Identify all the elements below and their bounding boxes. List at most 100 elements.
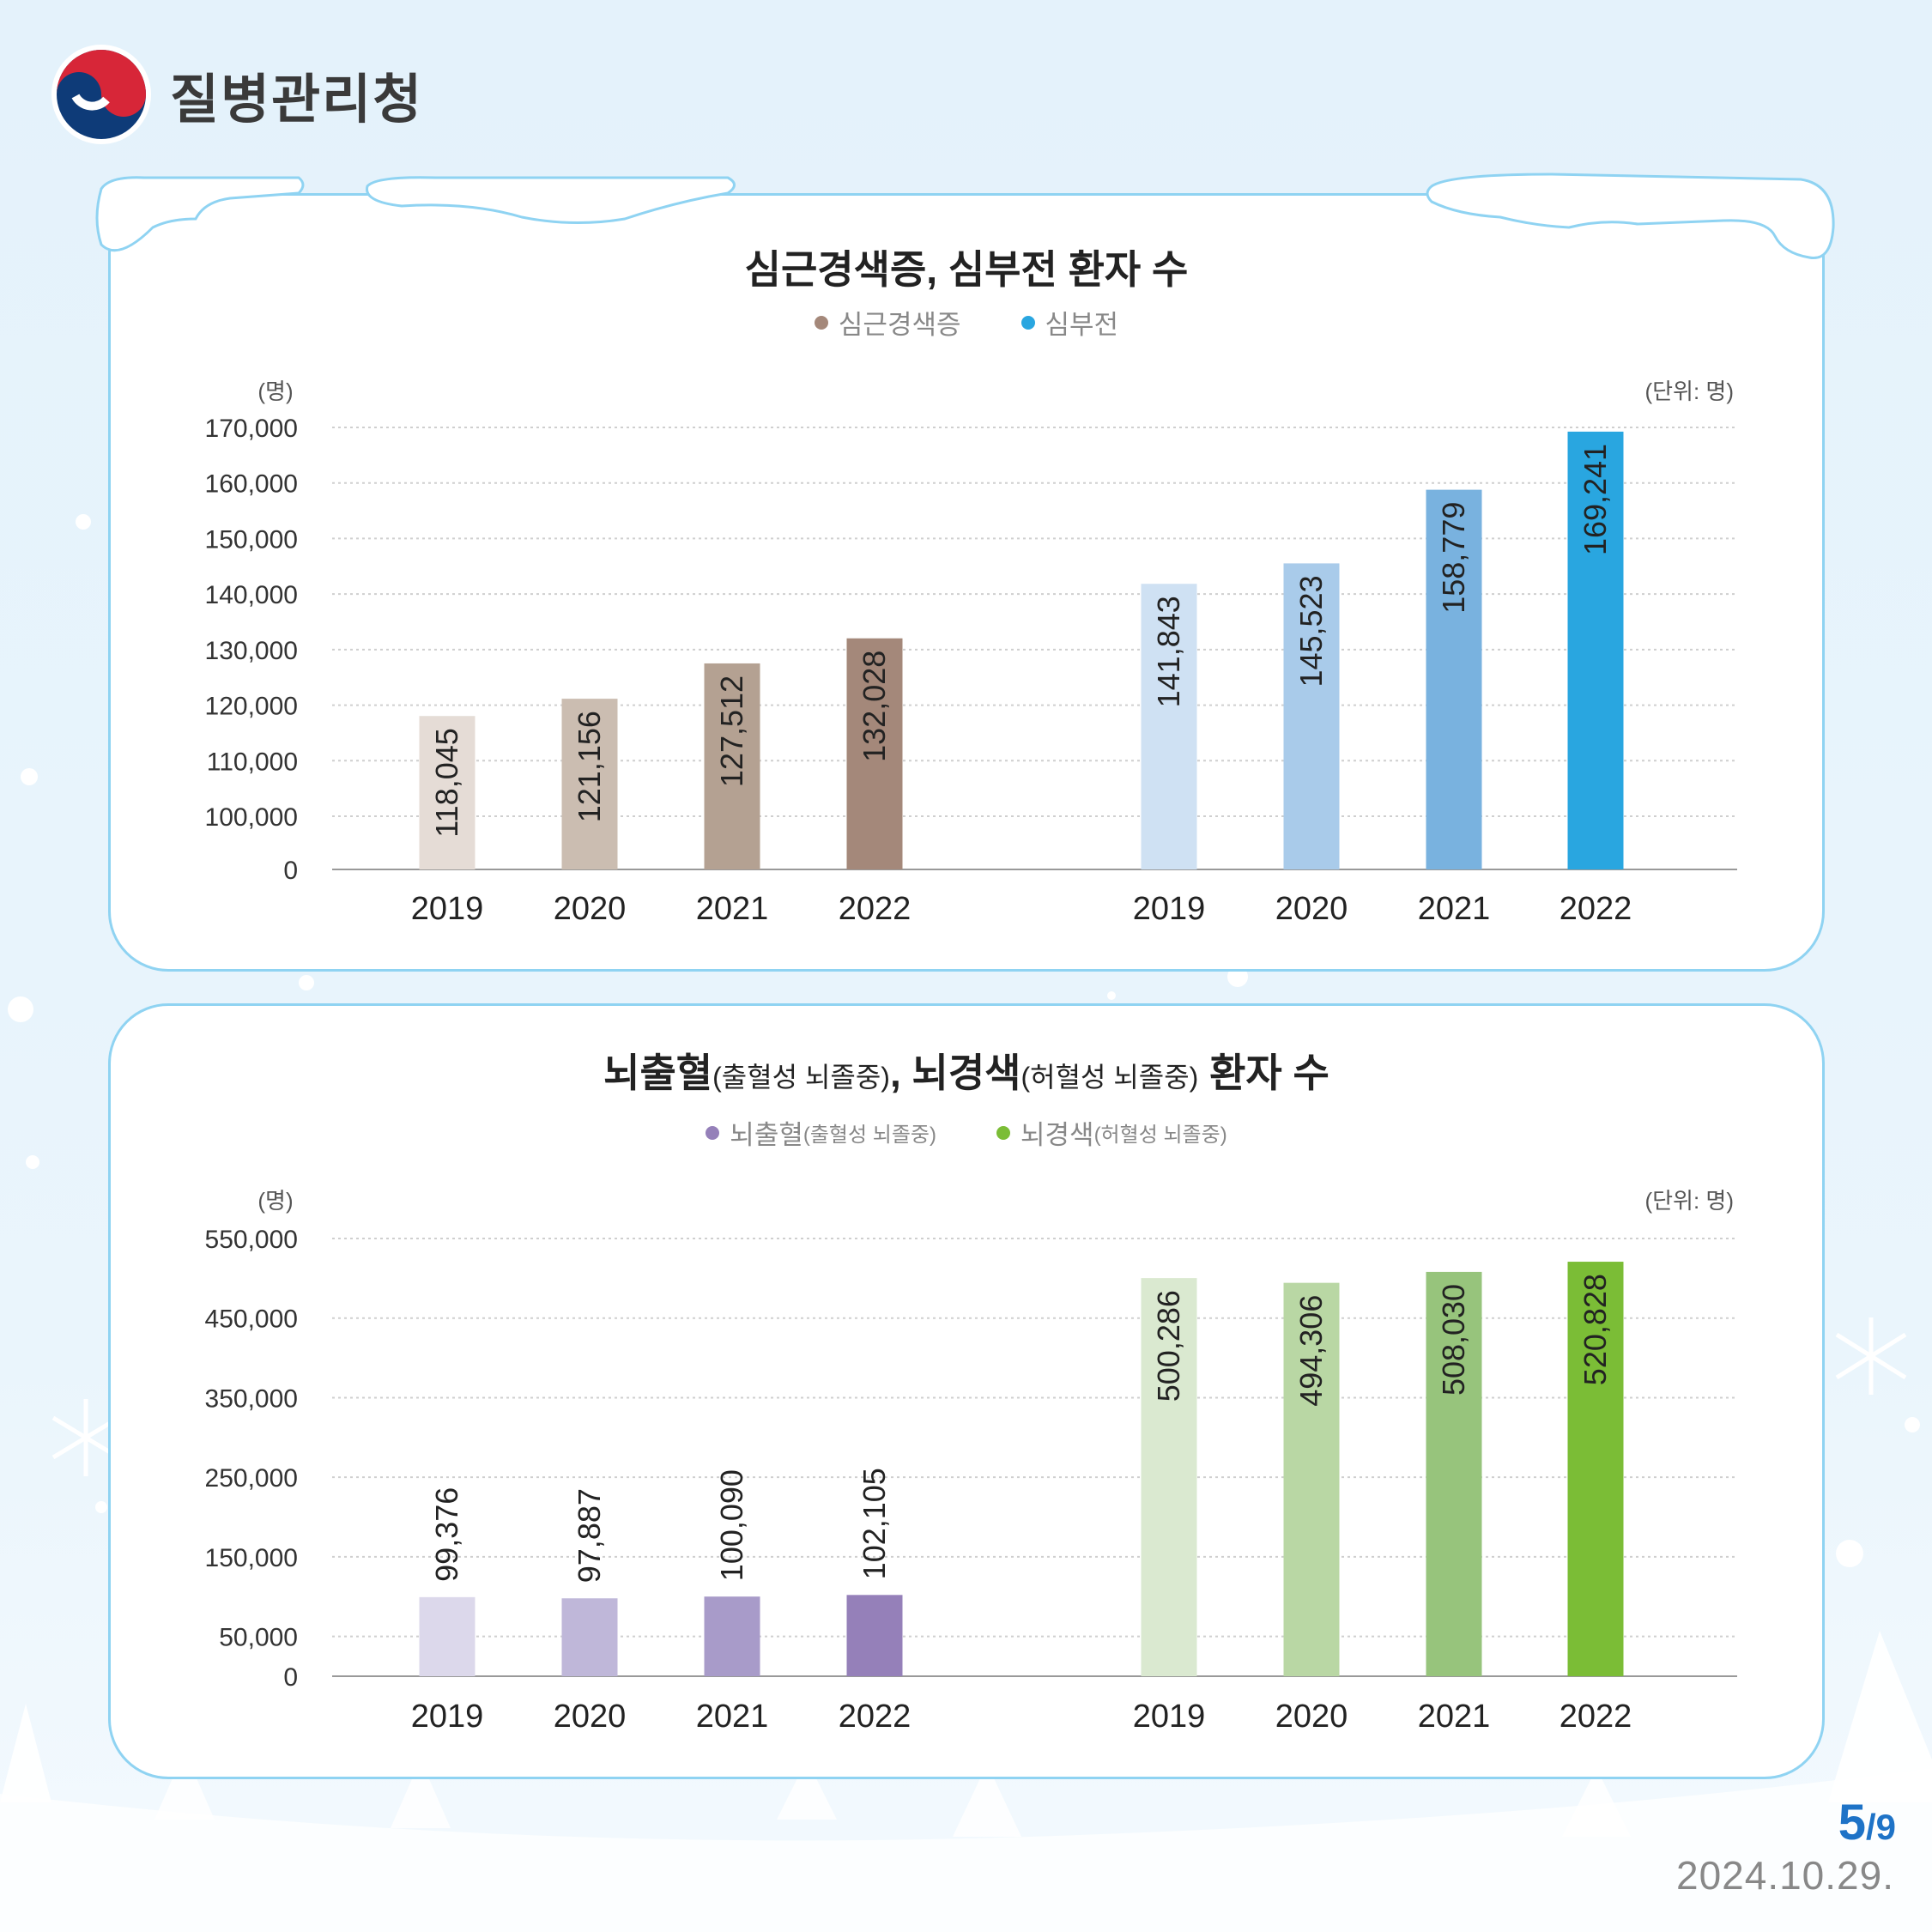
y-tick-label: 450,000 bbox=[205, 1305, 298, 1334]
y-tick-label: 110,000 bbox=[207, 748, 298, 776]
data-label: 118,045 bbox=[429, 728, 464, 837]
legend-item-hemorrhage: 뇌출혈 (출혈성 뇌졸중) bbox=[706, 1113, 936, 1152]
data-label: 99,376 bbox=[429, 1487, 464, 1582]
y-tick-label: 140,000 bbox=[205, 581, 298, 609]
legend-label: 심근경색증 bbox=[838, 310, 961, 340]
y-tick-label: 0 bbox=[283, 1663, 298, 1692]
x-tick-label: 2020 bbox=[554, 891, 627, 927]
bar bbox=[846, 1595, 903, 1676]
title-part: (허혈성 뇌졸중) bbox=[1021, 1062, 1199, 1093]
y-tick-label: 150,000 bbox=[205, 1544, 298, 1572]
bar bbox=[704, 1596, 760, 1676]
publish-date: 2024.10.29. bbox=[1675, 1853, 1894, 1898]
title-part: , 뇌경색 bbox=[889, 1051, 1021, 1095]
bar bbox=[419, 716, 475, 869]
y-tick-label: 0 bbox=[283, 857, 298, 885]
title-part: (출혈성 뇌졸중) bbox=[712, 1062, 890, 1093]
y-tick-label: 130,000 bbox=[205, 637, 298, 665]
bar bbox=[1141, 1278, 1197, 1676]
data-label: 100,090 bbox=[714, 1469, 749, 1581]
bar bbox=[1283, 563, 1340, 869]
data-label: 102,105 bbox=[857, 1468, 892, 1579]
bar bbox=[561, 699, 618, 869]
y-tick-label: 550,000 bbox=[205, 1226, 298, 1254]
data-label: 500,286 bbox=[1151, 1290, 1186, 1402]
legend-item-mi: 심근경색증 bbox=[814, 303, 961, 342]
x-tick-label: 2022 bbox=[839, 1699, 911, 1735]
x-tick-label: 2021 bbox=[1418, 1699, 1491, 1735]
chart-legend: 뇌출혈 (출혈성 뇌졸중) 뇌경색 (허혈성 뇌졸중) bbox=[111, 1113, 1822, 1152]
x-tick-label: 2019 bbox=[1133, 1699, 1206, 1735]
chart-title: 뇌출혈(출혈성 뇌졸중), 뇌경색(허혈성 뇌졸중) 환자 수 bbox=[111, 1042, 1822, 1099]
legend-label: 뇌경색 bbox=[1021, 1120, 1094, 1150]
x-tick-label: 2020 bbox=[554, 1699, 627, 1735]
bar-chart-heart: 0 100,000 110,000 120,000 130,000 140,000 150,… bbox=[205, 379, 1737, 927]
org-logo: 질병관리청 bbox=[50, 43, 423, 146]
page-total: /9 bbox=[1865, 1807, 1896, 1847]
x-tick-label: 2020 bbox=[1275, 891, 1348, 927]
unit-note: (단위: 명) bbox=[1644, 379, 1734, 404]
legend-item-hf: 심부전 bbox=[1021, 303, 1119, 342]
bar bbox=[1567, 1262, 1624, 1676]
legend-dot bbox=[1021, 315, 1035, 330]
bar-chart-stroke: 0 50,000 150,000 250,000 350,000 450,000 550,0… bbox=[205, 1188, 1737, 1735]
y-tick-label: 50,000 bbox=[219, 1624, 298, 1652]
bar bbox=[561, 1598, 618, 1676]
y-tick-label: 100,000 bbox=[205, 803, 298, 832]
y-axis-label: (명) bbox=[257, 379, 293, 404]
snowflake-icon bbox=[1835, 1317, 1907, 1395]
chart-legend: 심근경색증 심부전 bbox=[111, 303, 1822, 342]
x-tick-label: 2019 bbox=[411, 891, 484, 927]
x-tick-label: 2022 bbox=[1560, 1699, 1632, 1735]
x-tick-label: 2019 bbox=[411, 1699, 484, 1735]
legend-item-infarction: 뇌경색 (허혈성 뇌졸중) bbox=[996, 1113, 1227, 1152]
legend-note: (출혈성 뇌졸중) bbox=[802, 1123, 936, 1147]
data-label: 141,843 bbox=[1151, 596, 1186, 707]
bar bbox=[419, 1596, 475, 1676]
title-part: 환자 수 bbox=[1198, 1051, 1329, 1095]
chart-title: 심근경색증, 심부전 환자 수 bbox=[744, 247, 1189, 292]
x-tick-label: 2021 bbox=[696, 891, 769, 927]
data-label: 169,241 bbox=[1578, 444, 1613, 555]
legend-label: 심부전 bbox=[1045, 310, 1119, 340]
taegeuk-icon bbox=[51, 45, 151, 144]
data-label: 97,887 bbox=[572, 1488, 607, 1583]
data-label: 145,523 bbox=[1293, 575, 1329, 687]
legend-note: (허혈성 뇌졸중) bbox=[1093, 1123, 1227, 1147]
x-tick-label: 2022 bbox=[839, 891, 911, 927]
page-current: 5 bbox=[1838, 1795, 1866, 1850]
bar bbox=[1426, 1271, 1482, 1676]
legend-dot bbox=[996, 1125, 1010, 1140]
data-label: 132,028 bbox=[857, 651, 892, 762]
y-tick-label: 160,000 bbox=[205, 470, 298, 499]
snow-ground bbox=[0, 1768, 1932, 1932]
bar bbox=[1426, 489, 1482, 869]
y-tick-label: 120,000 bbox=[205, 693, 298, 721]
x-tick-label: 2021 bbox=[696, 1699, 769, 1735]
data-label: 520,828 bbox=[1578, 1274, 1613, 1385]
y-axis-label: (명) bbox=[257, 1188, 293, 1214]
page-indicator: 5/9 bbox=[1838, 1794, 1896, 1851]
legend-label: 뇌출혈 bbox=[730, 1120, 803, 1150]
x-tick-label: 2021 bbox=[1418, 891, 1491, 927]
y-tick-label: 250,000 bbox=[205, 1464, 298, 1493]
y-tick-label: 350,000 bbox=[205, 1384, 298, 1413]
data-label: 508,030 bbox=[1436, 1284, 1471, 1396]
bar bbox=[1141, 584, 1197, 869]
data-label: 494,306 bbox=[1293, 1295, 1329, 1407]
legend-dot bbox=[706, 1125, 720, 1140]
data-label: 127,512 bbox=[714, 675, 749, 787]
data-label: 121,156 bbox=[572, 711, 607, 822]
stroke-card: 뇌출혈(출혈성 뇌졸중), 뇌경색(허혈성 뇌졸중) 환자 수 뇌출혈 (출혈성 … bbox=[108, 1003, 1825, 1779]
bar bbox=[846, 638, 903, 869]
legend-dot bbox=[814, 315, 828, 330]
y-tick-label: 150,000 bbox=[205, 525, 298, 554]
unit-note: (단위: 명) bbox=[1644, 1188, 1734, 1214]
y-tick-label: 170,000 bbox=[205, 415, 298, 443]
x-tick-label: 2020 bbox=[1275, 1699, 1348, 1735]
bar bbox=[704, 663, 760, 869]
bar bbox=[1567, 431, 1624, 869]
org-name: 질병관리청 bbox=[170, 70, 424, 130]
heart-disease-card: 심근경색증, 심부전 환자 수 심근경색증 심부전 0 100,000 110,00… bbox=[108, 193, 1825, 972]
data-label: 158,779 bbox=[1436, 502, 1471, 614]
